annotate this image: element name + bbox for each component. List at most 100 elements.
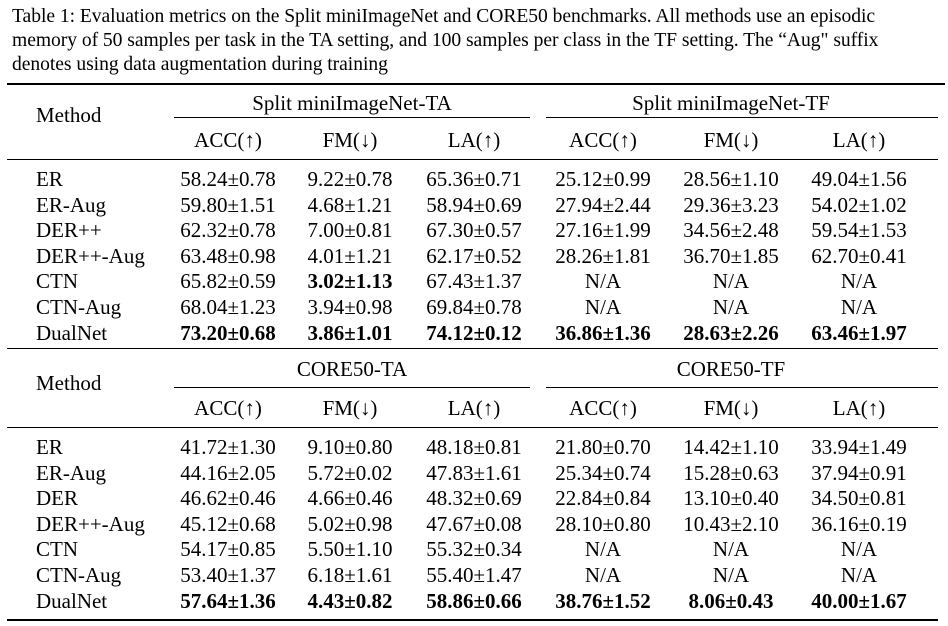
table-cell: 28.63±2.26	[683, 320, 779, 345]
table-cell: 47.67±0.08	[426, 511, 522, 536]
table-cell: 68.04±1.23	[180, 295, 276, 319]
table-cell: 38.76±1.52	[555, 588, 651, 613]
table-cell: N/A	[712, 295, 750, 319]
metric-header: ACC(↑)	[194, 128, 262, 152]
method-name: ER	[36, 167, 63, 191]
table-cell: 65.82±0.59	[180, 269, 276, 294]
method-name: CTN-Aug	[36, 295, 122, 319]
metric-header: ACC(↑)	[569, 396, 637, 420]
table-cell: 34.50±0.81	[811, 486, 907, 511]
method-name: DER++	[36, 218, 102, 243]
table-cell: 22.84±0.84	[555, 486, 651, 511]
table-caption: Table 1: Evaluation metrics on the Split…	[12, 6, 879, 75]
group-header-rule	[546, 387, 938, 388]
method-name: DER++-Aug	[36, 243, 145, 268]
table-cell: 15.28±0.63	[683, 460, 779, 485]
metric-header: ACC(↑)	[194, 396, 262, 420]
group-header-rule	[546, 117, 938, 118]
table-cell: 63.46±1.97	[811, 320, 907, 345]
metric-header: FM(↓)	[703, 396, 759, 420]
table-cell: 25.34±0.74	[555, 460, 651, 485]
table-cell: 10.43±2.10	[683, 511, 779, 536]
table-cell: N/A	[712, 537, 750, 562]
method-name: DualNet	[36, 588, 108, 613]
table-cell: N/A	[584, 563, 622, 587]
method-name: DER++-Aug	[36, 511, 145, 536]
table-cell: N/A	[584, 269, 622, 294]
table-cell: 36.86±1.36	[555, 320, 651, 345]
table-cell: 55.40±1.47	[426, 563, 522, 587]
table-cell: 5.50±1.10	[307, 537, 393, 562]
table-cell: 41.72±1.30	[180, 435, 276, 459]
table-cell: 37.94±0.91	[811, 460, 907, 485]
method-name: DER	[36, 486, 78, 511]
method-name: ER-Aug	[36, 192, 106, 217]
metric-header: FM(↓)	[322, 396, 378, 420]
table-cell: 48.18±0.81	[426, 435, 522, 459]
table-cell: 3.86±1.01	[307, 320, 393, 345]
table-cell: 47.83±1.61	[426, 460, 522, 485]
table-cell: 49.04±1.56	[811, 167, 907, 191]
header-bottom-rule	[7, 427, 938, 428]
table-cell: N/A	[840, 563, 878, 587]
table-cell: 45.12±0.68	[180, 511, 276, 536]
table-cell: 28.10±0.80	[555, 511, 651, 536]
table-cell: 62.17±0.52	[426, 243, 522, 268]
table-cell: 53.40±1.37	[180, 563, 276, 587]
table-cell: 25.12±0.99	[555, 167, 651, 191]
table-cell: 5.02±0.98	[307, 511, 393, 536]
table-cell: 58.24±0.78	[180, 167, 276, 191]
table-cell: 73.20±0.68	[180, 320, 276, 345]
table-cell: 5.72±0.02	[307, 460, 393, 485]
group-header: CORE50-TF	[676, 357, 786, 381]
table-cell: N/A	[840, 537, 878, 562]
table-cell: 28.26±1.81	[555, 243, 651, 268]
metric-header: LA(↑)	[447, 128, 501, 152]
table-cell: 4.01±1.21	[307, 243, 393, 268]
method-name: DualNet	[36, 320, 108, 345]
table-cell: 59.54±1.53	[811, 218, 907, 243]
table-cell: 4.66±0.46	[307, 486, 393, 511]
table-cell: 28.56±1.10	[683, 167, 779, 191]
table-cell: 48.32±0.69	[426, 486, 522, 511]
method-name: CTN-Aug	[36, 563, 122, 587]
table-cell: 65.36±0.71	[426, 167, 522, 191]
header-bottom-rule	[7, 159, 938, 160]
table-cell: 29.36±3.23	[683, 192, 779, 217]
method-header: Method	[36, 371, 102, 395]
section-top-rule	[7, 348, 938, 349]
table-cell: 67.43±1.37	[426, 269, 522, 294]
table-cell: 27.94±2.44	[555, 192, 651, 217]
table-cell: 57.64±1.36	[180, 588, 276, 613]
table-cell: N/A	[840, 269, 878, 294]
method-name: CTN	[36, 269, 78, 294]
table-cell: 58.86±0.66	[426, 588, 522, 613]
table-cell: N/A	[712, 563, 750, 587]
group-header: CORE50-TA	[296, 357, 408, 381]
table-cell: 33.94±1.49	[811, 435, 907, 459]
table-cell: 34.56±2.48	[683, 218, 779, 243]
table-cell: 13.10±0.40	[683, 486, 779, 511]
method-name: ER	[36, 435, 63, 459]
table-cell: 44.16±2.05	[180, 460, 276, 485]
method-header: Method	[36, 103, 102, 127]
table-cell: 36.16±0.19	[811, 511, 907, 536]
table-cell: 62.32±0.78	[180, 218, 276, 243]
table-cell: 55.32±0.34	[426, 537, 522, 562]
metric-header: LA(↑)	[447, 396, 501, 420]
table-cell: 3.94±0.98	[307, 295, 393, 319]
table-cell: 9.22±0.78	[307, 167, 393, 191]
group-header: Split miniImageNet-TF	[632, 91, 830, 115]
table-cell: 8.06±0.43	[688, 588, 774, 613]
table-cell: 62.70±0.41	[811, 243, 907, 268]
table-cell: 54.02±1.02	[811, 192, 907, 217]
table-cell: 4.68±1.21	[307, 192, 393, 217]
table-cell: 14.42±1.10	[683, 435, 779, 459]
group-header: Split miniImageNet-TA	[252, 91, 452, 115]
table-cell: 63.48±0.98	[180, 243, 276, 268]
metric-header: FM(↓)	[703, 128, 759, 152]
table-cell: 27.16±1.99	[555, 218, 651, 243]
table-cell: N/A	[840, 295, 878, 319]
table-cell: 21.80±0.70	[555, 435, 651, 459]
table-cell: N/A	[584, 537, 622, 562]
